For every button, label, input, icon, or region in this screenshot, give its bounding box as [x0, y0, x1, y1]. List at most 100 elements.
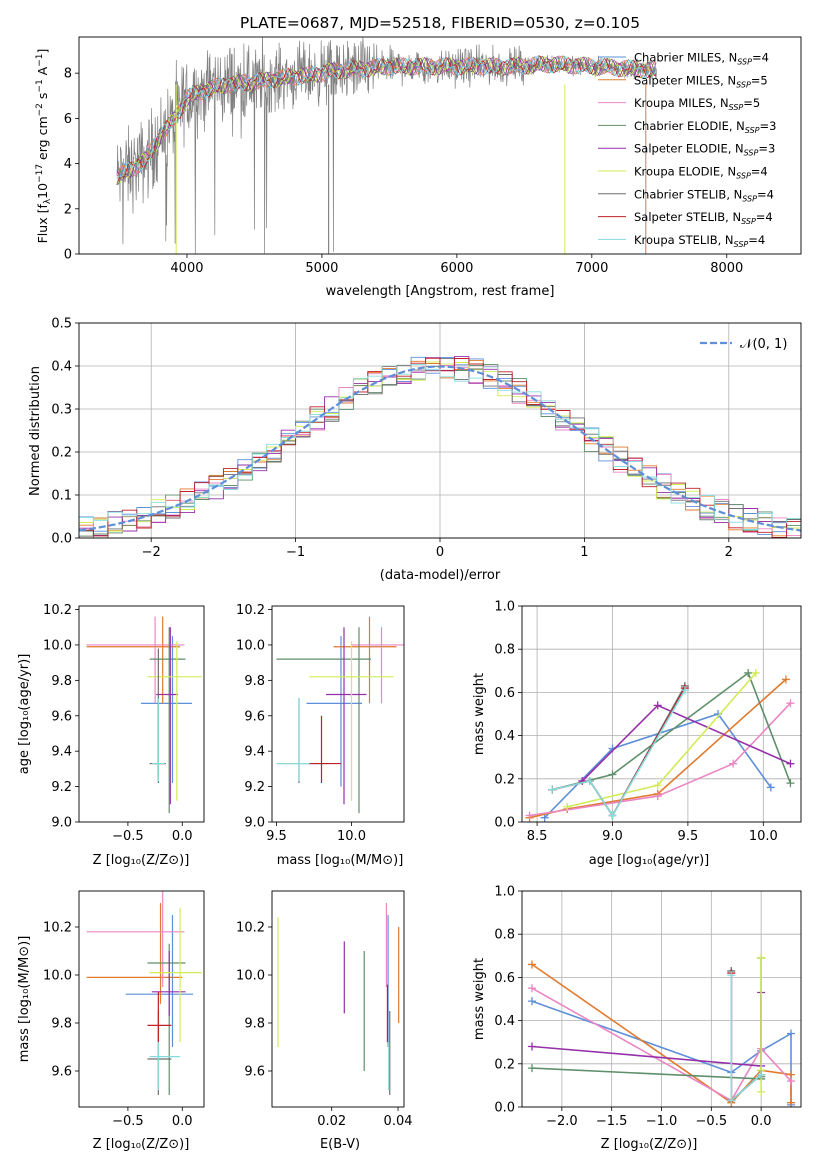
- spectrum-xtick-label-0: 4000: [170, 261, 203, 276]
- mass-vs-ebv-xlabel: E(B-V): [320, 1137, 360, 1152]
- spectrum-xtick-label-2: 6000: [440, 261, 473, 276]
- residuals-ytick-label-1: 0.1: [51, 489, 72, 504]
- age-vs-z-ytick-label-1: 9.2: [51, 780, 72, 795]
- gauss-curve: [79, 365, 801, 532]
- weight-vs-age-ylabel: mass weight: [472, 673, 487, 755]
- age-vs-z-ytick-label-3: 9.6: [51, 709, 72, 724]
- legend-label-4: Salpeter ELODIE, NSSP=3: [634, 142, 775, 158]
- mass-vs-ebv-ytick-label-0: 9.6: [244, 1065, 265, 1080]
- weight-vs-age-marker-4-1: [653, 701, 662, 710]
- mass-vs-z-frame: [78, 890, 205, 1108]
- weight-vs-age-xtick-label-1: 9.0: [602, 829, 623, 844]
- weight-vs-age-marker-2-1: [653, 792, 662, 801]
- weight-vs-z-xtick-label-0: −2.0: [546, 1114, 578, 1129]
- spectrum-plot-area: [116, 37, 657, 254]
- mass-vs-z-ytick-label-3: 10.2: [43, 921, 72, 936]
- weight-vs-age-ytick-label-0: 0.0: [494, 816, 515, 831]
- weight-vs-z-frame: [521, 890, 802, 1108]
- weight-vs-age-marker-8-0: [548, 785, 557, 794]
- weight-vs-z-marker-5-0: [757, 1087, 766, 1096]
- weight-vs-z-ytick-label-1: 0.2: [494, 1057, 515, 1072]
- spectrum-ytick-label-3: 6: [64, 112, 72, 127]
- age-vs-mass-frame: [271, 605, 405, 823]
- mass-vs-z-plot-area: [86, 891, 202, 1095]
- age-vs-z-xtick-label-1: 0.0: [172, 829, 193, 844]
- weight-vs-age-marker-3-1: [608, 770, 617, 779]
- weight-vs-age-panel: age [log₁₀(age/yr)] mass weight 8.5 9.0 9.…: [472, 600, 802, 868]
- age-vs-z-panel: Z [log₁₀(Z/Z⊙)] age [log₁₀(age/yr)] −0.5…: [17, 603, 205, 868]
- weight-vs-age-ytick-label-4: 0.8: [494, 643, 515, 658]
- weight-vs-age-series-0: [544, 713, 772, 819]
- weight-vs-age-xlabel: age [log₁₀(age/yr)]: [589, 853, 710, 868]
- weight-vs-z-series-4: [531, 992, 762, 1067]
- spectrum-ytick-label-2: 4: [64, 157, 72, 172]
- weight-vs-age-marker-5-1: [653, 781, 662, 790]
- age-vs-z-xtick-label-0: −0.5: [112, 829, 144, 844]
- weight-vs-age-marker-4-0: [578, 776, 587, 785]
- spectrum-xtick-label-4: 8000: [710, 261, 743, 276]
- residual-hist-7: [79, 357, 801, 538]
- weight-vs-z-marker-4-0: [527, 1042, 536, 1051]
- spectrum-panel: PLATE=0687, MJD=52518, FIBERID=0530, z=0…: [35, 14, 802, 299]
- mass-vs-z-panel: Z [log₁₀(Z/Z⊙)] mass [log₁₀(M/M⊙)] −0.5 0…: [17, 890, 205, 1152]
- residuals-ytick-label-3: 0.3: [51, 403, 72, 418]
- weight-vs-age-marker-8-1: [585, 776, 594, 785]
- weight-vs-z-ytick-label-4: 0.8: [494, 928, 515, 943]
- weight-vs-z-series-8: [730, 975, 762, 1103]
- weight-vs-age-ytick-label-2: 0.4: [494, 729, 515, 744]
- age-vs-z-frame: [78, 605, 205, 823]
- weight-vs-age-marker-3-2: [744, 668, 753, 677]
- residuals-xtick-label-1: −1: [286, 545, 305, 560]
- residuals-ylabel: Normed distribution: [28, 366, 43, 496]
- weight-vs-age-frame: [521, 605, 802, 823]
- weight-vs-z-xtick-label-3: −0.5: [696, 1114, 728, 1129]
- mass-vs-ebv-xtick-label-0: 0.02: [317, 1114, 346, 1129]
- weight-vs-z-xtick-label-1: −1.5: [596, 1114, 628, 1129]
- residuals-ytick-label-2: 0.2: [51, 446, 72, 461]
- weight-vs-age-marker-8-2: [608, 811, 617, 820]
- weight-vs-age-ytick-label-5: 1.0: [494, 600, 515, 615]
- age-vs-z-ytick-label-6: 10.2: [43, 603, 72, 618]
- mass-vs-ebv-ytick-label-2: 10.0: [236, 969, 265, 984]
- weight-vs-age-ytick-label-3: 0.6: [494, 686, 515, 701]
- age-vs-mass-ytick-label-6: 10.2: [236, 603, 265, 618]
- weight-vs-age-marker-1-3: [781, 675, 790, 684]
- weight-vs-z-series-3: [531, 958, 762, 1080]
- age-vs-z-xlabel: Z [log₁₀(Z/Z⊙)]: [93, 853, 190, 868]
- weight-vs-age-marker-5-0: [563, 802, 572, 811]
- weight-vs-z-marker-8-1: [727, 1096, 736, 1105]
- mass-vs-ebv-plot-area: [277, 903, 400, 1095]
- weight-vs-z-series-6: [730, 970, 762, 1103]
- age-vs-z-ytick-label-2: 9.4: [51, 745, 72, 760]
- legend-label-8: Kroupa STELIB, NSSP=4: [634, 233, 765, 249]
- mass-vs-ebv-xtick-label-1: 0.04: [384, 1114, 413, 1129]
- weight-vs-z-marker-5-2: [757, 953, 766, 962]
- age-vs-mass-ytick-label-3: 9.6: [244, 709, 265, 724]
- mass-vs-ebv-ytick-label-3: 10.2: [236, 921, 265, 936]
- weight-vs-age-ytick-label-1: 0.2: [494, 772, 515, 787]
- legend-label-2: Kroupa MILES, NSSP=5: [634, 96, 760, 112]
- residuals-panel: (data-model)/error Normed distribution 𝒩…: [28, 317, 802, 583]
- residuals-xtick-label-3: 1: [580, 545, 588, 560]
- spectrum-model-6: [116, 55, 657, 185]
- age-vs-mass-xlabel: mass [log₁₀(M/M⊙)]: [277, 853, 404, 868]
- weight-vs-age-xtick-label-2: 9.5: [678, 829, 699, 844]
- age-vs-mass-xtick-label-0: 9.5: [266, 829, 287, 844]
- weight-vs-z-ylabel: mass weight: [472, 958, 487, 1040]
- legend-label-0: Chabrier MILES, NSSP=4: [634, 51, 769, 67]
- weight-vs-age-marker-2-2: [729, 759, 738, 768]
- mass-vs-z-xlabel: Z [log₁₀(Z/Z⊙)]: [93, 1137, 190, 1152]
- spectrum-title: PLATE=0687, MJD=52518, FIBERID=0530, z=0…: [240, 14, 640, 32]
- weight-vs-z-ytick-label-2: 0.4: [494, 1014, 515, 1029]
- weight-vs-age-marker-4-2: [786, 759, 795, 768]
- mass-vs-ebv-panel: E(B-V) 0.02 0.04 9.6 9.8 10.0 10.2: [236, 890, 413, 1152]
- residuals-ytick-label-5: 0.5: [51, 317, 72, 332]
- weight-vs-age-series-4: [581, 704, 791, 782]
- weight-vs-z-marker-3-0: [527, 1064, 536, 1073]
- mass-vs-z-ytick-label-2: 10.0: [43, 969, 72, 984]
- age-vs-mass-ytick-label-2: 9.4: [244, 745, 265, 760]
- age-vs-z-ytick-label-4: 9.8: [51, 674, 72, 689]
- weight-vs-z-ytick-label-0: 0.0: [494, 1101, 515, 1116]
- weight-vs-z-xtick-label-2: −1.0: [646, 1114, 678, 1129]
- residuals-plot-area: [79, 356, 801, 538]
